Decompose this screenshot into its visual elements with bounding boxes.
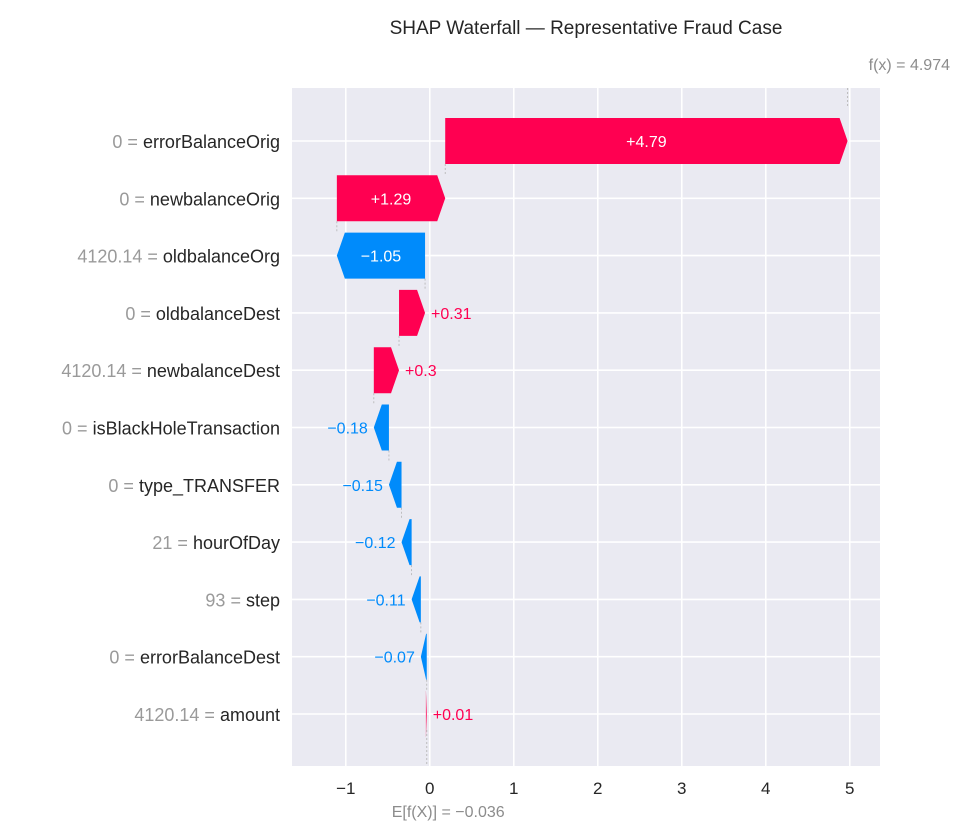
waterfall-bar [373,347,400,394]
connector-lines [336,164,446,691]
feature-label: 0 = errorBalanceOrig [112,132,280,152]
feature-label: 4120.14 = newbalanceDest [61,361,280,381]
feature-label: 0 = errorBalanceDest [109,648,280,668]
waterfall-bar [399,289,426,336]
x-tick-label: 5 [845,779,854,798]
bar-value-label: +0.31 [431,306,472,323]
feature-label: 93 = step [205,590,280,610]
x-tick-label: 4 [761,779,770,798]
feature-label: 21 = hourOfDay [152,533,280,553]
bar-value-label: −0.15 [342,478,383,495]
base-value-label: E[f(X)] = −0.036 [392,804,505,821]
bar-value-label: −1.05 [361,249,402,266]
x-tick-label: 0 [425,779,434,798]
waterfall-bar [425,691,427,737]
waterfall-bar [336,232,426,279]
base-value-annotation: E[f(X)] = −0.036 [392,730,505,821]
waterfall-bar [336,175,446,222]
bar-value-label: −0.11 [366,592,405,609]
x-tick-label: −1 [336,779,355,798]
feature-labels: 0 = errorBalanceOrig 0 = newbalanceOrig 41… [61,132,280,725]
waterfall-bar [420,633,427,680]
x-tick-label: 2 [593,779,602,798]
bar-value-label: −0.18 [327,421,368,438]
waterfall-bar [401,519,412,566]
feature-label: 0 = oldbalanceDest [125,304,280,324]
feature-label: 0 = isBlackHoleTransaction [62,419,280,439]
feature-label: 0 = newbalanceOrig [119,189,280,209]
waterfall-bar [388,461,402,508]
bar-value-label: +1.29 [371,191,412,208]
bars: +4.79 +1.29 −1.05 +0.31 +0.3 −0.18 −0.15 −0.12 −… [327,118,848,737]
waterfall-bar [373,404,389,451]
feature-label: 0 = type_TRANSFER [108,476,280,497]
bar-value-label: −0.12 [355,535,396,552]
x-axis-ticks: −1 0 1 2 3 4 5 [336,779,854,798]
feature-label: 4120.14 = oldbalanceOrg [77,247,280,267]
feature-label: 4120.14 = amount [134,705,280,725]
chart-title: SHAP Waterfall — Representative Fraud Ca… [390,18,783,39]
fx-label: f(x) = 4.974 [869,57,950,74]
bar-value-label: −0.07 [374,650,415,667]
fx-annotation: f(x) = 4.974 [847,57,950,108]
x-tick-label: 1 [509,779,518,798]
bar-value-label: +0.3 [405,363,437,380]
waterfall-bar [411,576,421,623]
x-tick-label: 3 [677,779,686,798]
bar-value-label: +0.01 [433,707,474,724]
bar-value-label: +4.79 [626,134,667,151]
waterfall-bar [445,118,848,164]
